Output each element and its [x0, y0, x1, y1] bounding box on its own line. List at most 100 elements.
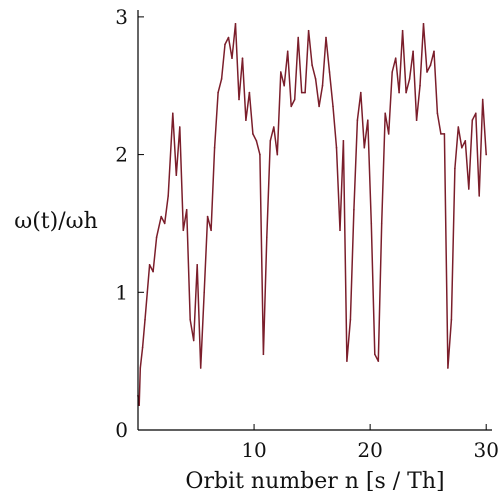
- data-point: [290, 105, 293, 108]
- data-point: [163, 222, 166, 225]
- data-point: [297, 36, 300, 39]
- data-point: [213, 146, 216, 149]
- data-point: [380, 222, 383, 225]
- data-point: [192, 339, 195, 342]
- data-point: [224, 43, 226, 46]
- data-point: [384, 112, 387, 115]
- data-point: [231, 57, 233, 59]
- y-tick-label: 3: [115, 5, 128, 29]
- plot-area: [137, 23, 488, 407]
- data-point: [436, 112, 439, 115]
- data-point: [227, 36, 230, 39]
- data-point: [262, 353, 265, 356]
- data-point: [464, 140, 467, 142]
- data-point: [443, 133, 446, 135]
- data-point: [468, 188, 470, 190]
- data-point: [146, 291, 149, 294]
- x-axis-ticks: 10 20 30: [241, 424, 499, 462]
- data-point: [217, 91, 219, 94]
- data-point: [401, 29, 404, 32]
- data-point: [412, 50, 414, 53]
- data-point: [429, 64, 432, 66]
- data-point: [304, 91, 306, 94]
- data-point: [160, 215, 162, 218]
- y-axis-ticks: 0 1 2 3: [115, 5, 144, 442]
- data-point: [387, 133, 390, 135]
- data-point: [328, 71, 331, 73]
- x-tick-label: 10: [241, 438, 266, 462]
- x-tick-label: 30: [473, 438, 498, 462]
- data-point: [144, 319, 146, 321]
- data-point: [339, 229, 341, 232]
- y-tick-label: 1: [115, 280, 128, 304]
- data-point: [286, 50, 289, 53]
- data-point: [332, 105, 334, 108]
- data-point: [353, 208, 355, 211]
- data-point: [454, 167, 456, 170]
- data-point: [325, 36, 327, 39]
- data-point: [175, 174, 178, 176]
- data-point: [457, 126, 460, 128]
- data-point: [321, 84, 324, 87]
- data-point: [266, 236, 268, 238]
- data-point: [273, 126, 275, 128]
- data-point: [185, 208, 188, 211]
- data-point: [450, 319, 453, 321]
- data-point: [179, 126, 181, 128]
- data-point: [475, 112, 477, 115]
- data-point: [335, 146, 338, 149]
- data-point: [148, 264, 151, 266]
- data-point: [167, 195, 169, 197]
- data-point: [478, 195, 481, 197]
- data-point: [349, 319, 352, 321]
- data-point: [241, 57, 244, 59]
- data-point: [415, 119, 418, 121]
- data-point: [141, 346, 144, 349]
- data-point: [206, 215, 209, 218]
- data-point: [370, 222, 373, 225]
- data-point: [318, 105, 320, 108]
- data-point: [433, 50, 435, 53]
- data-point: [346, 360, 348, 362]
- data-point: [245, 119, 247, 121]
- data-point: [377, 360, 380, 362]
- data-point: [314, 78, 317, 80]
- data-point: [155, 236, 158, 238]
- data-point: [360, 91, 362, 94]
- data-point: [172, 112, 174, 115]
- data-point: [363, 146, 366, 149]
- data-point: [280, 71, 282, 73]
- data-point: [269, 140, 272, 142]
- data-point: [391, 71, 394, 73]
- data-point: [408, 78, 411, 80]
- data-point: [367, 119, 369, 121]
- data-point: [283, 84, 286, 87]
- data-point: [471, 119, 474, 121]
- data-point: [394, 57, 397, 59]
- data-point: [356, 119, 359, 121]
- data-point: [426, 71, 428, 73]
- x-axis-label: Orbit number n [s / Th]: [185, 469, 444, 494]
- data-point: [238, 98, 240, 101]
- data-point: [189, 319, 191, 321]
- data-point: [447, 367, 449, 369]
- data-point: [182, 229, 185, 232]
- data-point: [138, 404, 140, 407]
- data-point: [199, 367, 202, 369]
- data-point: [152, 270, 154, 273]
- data-point: [139, 367, 142, 369]
- data-point: [210, 229, 212, 232]
- y-axis-label: ω(t)/ωh: [14, 209, 97, 234]
- data-point: [311, 64, 313, 66]
- data-point: [293, 98, 296, 101]
- data-point: [203, 291, 205, 294]
- data-point: [276, 153, 279, 156]
- data-point: [440, 133, 442, 135]
- data-point: [405, 91, 407, 94]
- data-point: [196, 264, 198, 266]
- x-tick-label: 20: [357, 438, 382, 462]
- data-point: [220, 78, 223, 80]
- data-point: [485, 153, 488, 156]
- data-point: [234, 23, 237, 25]
- data-point: [342, 140, 345, 142]
